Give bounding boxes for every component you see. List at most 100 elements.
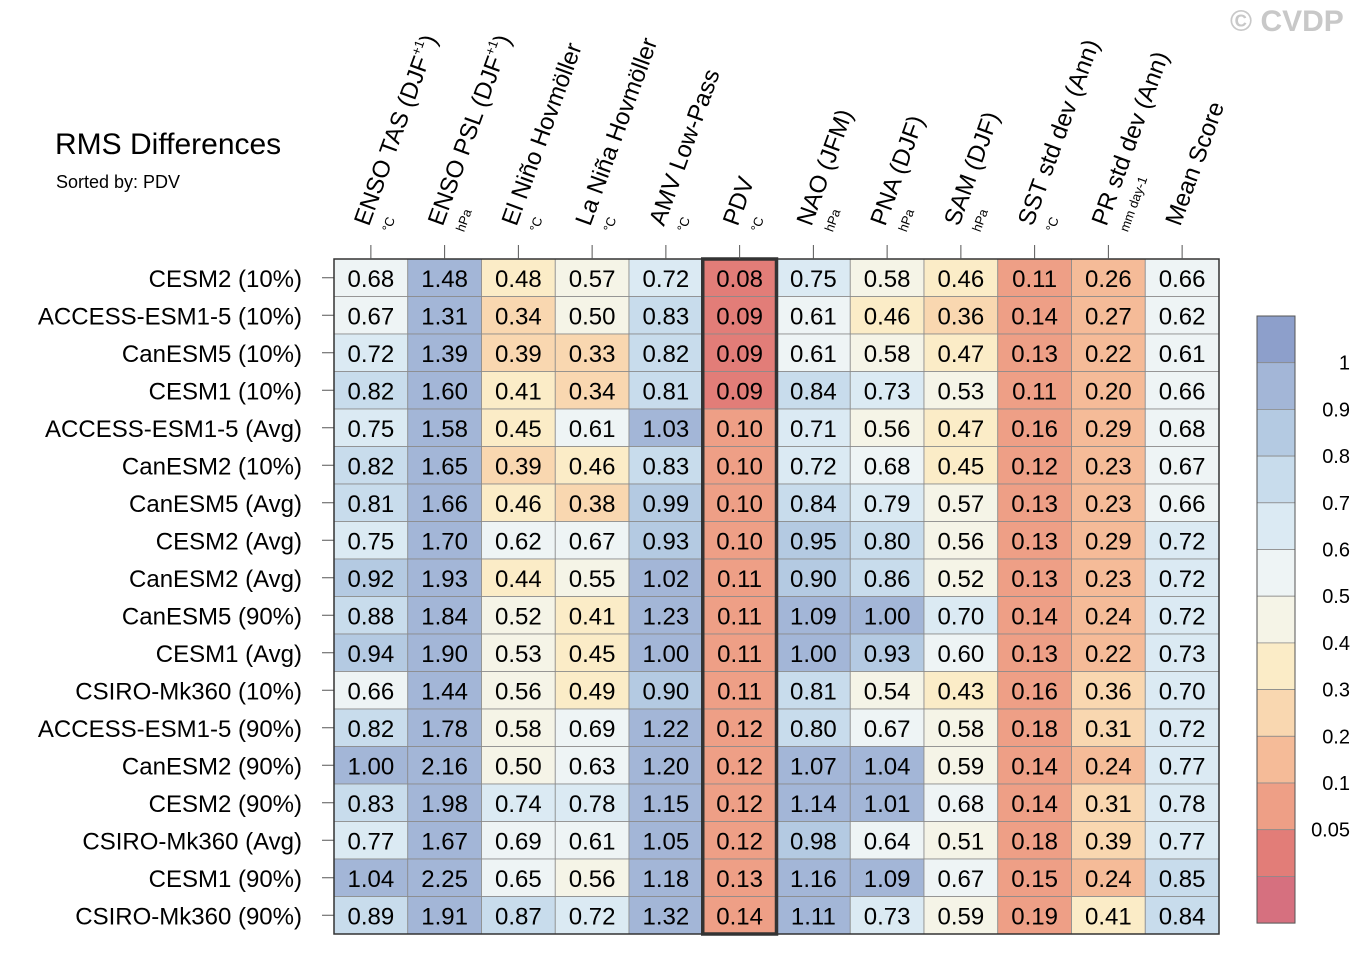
heatmap-cell [702,596,777,635]
heatmap-cell [407,296,482,335]
cell-value-label: 0.11 [717,603,762,630]
cell-value-label: 0.24 [1085,603,1132,630]
cell-value-label: 1.04 [864,753,911,780]
heatmap-cell [481,333,556,372]
column-unit-label: °C [674,215,693,234]
cell-value-label: 1.00 [348,753,395,780]
heatmap-cell [923,521,999,560]
heatmap-cell [997,708,1072,747]
colorbar-swatch [1256,595,1296,644]
row-label: CanESM5 (10%) [122,341,302,368]
cell-value-label: 0.67 [1159,453,1206,480]
heatmap-cell [776,521,851,560]
cell-value-label: 0.13 [1011,341,1058,368]
heatmap-cell [333,408,409,447]
cell-value-label: 0.72 [348,341,395,368]
cell-value-label: 1.20 [643,753,690,780]
heatmap-cell [923,708,999,747]
heatmap-cell [481,671,556,710]
cell-value-label: 0.69 [495,828,542,855]
cell-value-label: 0.81 [643,378,690,405]
cell-value-label: 0.58 [864,266,911,293]
row-label: CESM1 (Avg) [156,641,302,668]
heatmap-cell [849,296,925,335]
cell-value-label: 0.22 [1085,341,1132,368]
colorbar-swatch [1256,549,1296,597]
cell-value-label: 0.46 [864,303,911,330]
heatmap-cell [702,483,777,522]
heatmap-cell [776,596,851,635]
cell-value-label: 0.18 [1011,828,1058,855]
heatmap-cell [1071,783,1146,822]
heatmap-cell [849,333,925,372]
row-label: CESM1 (10%) [149,378,302,405]
heatmap-cell [628,296,704,335]
cell-value-label: 0.12 [716,791,763,818]
cell-value-label: 1.04 [348,866,395,893]
cell-value-label: 0.41 [495,378,542,405]
heatmap-cell [1071,596,1146,635]
cell-value-label: 0.34 [569,378,616,405]
cell-value-label: 1.70 [421,528,468,555]
cell-value-label: 1.22 [643,716,690,743]
cell-value-label: 0.57 [938,491,985,518]
cell-value-label: 0.75 [348,416,395,443]
column-label-text: PNA (DJF) [865,112,930,229]
heatmap-cell [1144,558,1220,597]
cell-value-label: 0.72 [643,266,690,293]
cell-value-label: 0.72 [1159,603,1206,630]
row-label: CESM2 (Avg) [156,528,302,555]
cell-value-label: 1.00 [864,603,911,630]
heatmap-cell [776,258,851,297]
cell-value-label: 0.13 [1011,566,1058,593]
cell-value-label: 0.14 [1011,303,1058,330]
column-labels: ENSO TAS (DJF+1)°C ENSO PSL (DJF+1)hPa El … [349,31,1230,259]
cell-value-label: 0.14 [716,903,763,930]
colorbar-label: 0.6 [1322,540,1350,562]
heatmap-cell [997,783,1072,822]
cell-value-label: 0.20 [1085,378,1132,405]
heatmap-cell [997,633,1072,672]
heatmap-cell [407,333,482,372]
column-unit-label: °C [600,215,619,234]
heatmap-cell [628,521,704,560]
cell-value-label: 0.77 [1159,828,1206,855]
cell-value-label: 0.66 [1159,491,1206,518]
heatmap-cell [554,633,630,672]
column-label-text: Mean Score [1160,98,1230,229]
heatmap-cell [923,446,999,485]
cell-value-label: 0.95 [790,528,837,555]
column-unit-label: °C [526,215,545,234]
cell-value-label: 0.26 [1085,266,1132,293]
cell-value-label: 0.50 [495,753,542,780]
heatmap-cell [923,821,999,860]
cell-value-label: 0.36 [938,303,985,330]
heatmap-cell [923,858,999,897]
cell-value-label: 1.05 [643,828,690,855]
heatmap-cell [702,746,777,785]
cell-value-label: 0.39 [495,453,542,480]
heatmap-cell [628,333,704,372]
heatmap-cell [997,333,1072,372]
cell-value-label: 0.68 [1159,416,1206,443]
colorbar-swatch [1256,735,1296,784]
heatmap-cell [1071,708,1146,747]
cell-value-label: 0.65 [495,866,542,893]
heatmap-cell [481,371,556,410]
heatmap-cell [1144,333,1220,372]
heatmap-cell [481,446,556,485]
cell-value-label: 0.84 [790,491,837,518]
cell-value-label: 0.16 [1011,416,1058,443]
cell-value-label: 0.41 [1085,903,1132,930]
cell-value-label: 1.18 [643,866,690,893]
heatmap-cell [997,446,1072,485]
cell-value-label: 0.94 [348,641,395,668]
cell-value-label: 0.14 [1011,791,1058,818]
heatmap-cell [849,858,925,897]
heatmap-cell [997,408,1072,447]
cell-value-label: 0.18 [1011,716,1058,743]
heatmap-cell [554,258,630,297]
cell-value-label: 0.67 [348,303,395,330]
heatmap-cell [997,521,1072,560]
